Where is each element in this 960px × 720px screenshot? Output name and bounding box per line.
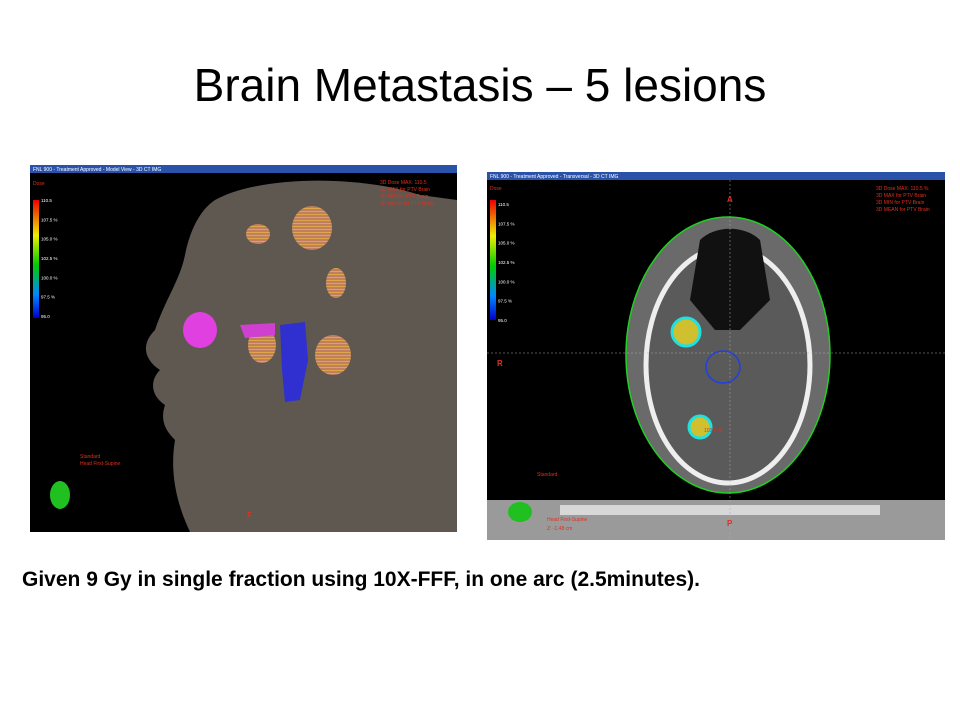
panel-header: FNL 900 - Treatment Approved - Transvers…	[490, 174, 618, 180]
note: Head First-Supine	[547, 517, 588, 523]
scale-label: 95.0	[498, 318, 507, 323]
note: Standard	[80, 454, 101, 460]
orientation-label: A	[727, 195, 733, 204]
orientation-label: F	[247, 511, 252, 520]
eye-structure	[183, 312, 217, 348]
stat-line: 3D MAX for PTV Brain	[380, 187, 430, 193]
scale-label: 100.0 %	[41, 275, 58, 280]
brainstem-contour	[705, 350, 741, 384]
orientation-figure	[50, 481, 70, 509]
lesion	[670, 316, 702, 348]
note: Head First-Supine	[80, 461, 121, 467]
stat-line: 3D Dose MAX: 110.5 %	[876, 186, 929, 192]
scale-label: 110.5	[41, 198, 52, 203]
stats: 3D Dose MAX: 110.53D MAX for PTV Brain3D…	[380, 180, 434, 207]
dose-label: Dose	[490, 186, 502, 192]
stat-line: 3D MEAN for PTV Brain	[380, 201, 434, 207]
scale-label: 102.5 %	[41, 256, 58, 261]
title-bar	[30, 165, 457, 173]
note: Z: -1.48 cm	[547, 526, 572, 532]
lesion	[292, 206, 332, 250]
orientation-label: R	[497, 359, 503, 368]
point-label: 103.0 %	[704, 428, 723, 434]
lesion	[326, 268, 346, 298]
scale-label: 107.5 %	[41, 217, 58, 222]
color-bar	[490, 200, 496, 320]
brainstem	[280, 322, 308, 402]
slide-title: Brain Metastasis – 5 lesions	[193, 59, 767, 111]
orientation-figure	[508, 502, 532, 522]
scale-label: 95.0	[41, 314, 50, 319]
panel-header: FNL 900 - Treatment Approved - Model Vie…	[33, 167, 161, 173]
organ-structure	[240, 323, 275, 338]
title-bar	[487, 172, 945, 180]
sinus	[690, 228, 770, 330]
scale-label: 107.5 %	[498, 221, 515, 226]
note: Standard	[537, 472, 558, 478]
scale-label: 105.0 %	[41, 237, 58, 242]
stats: 3D Dose MAX: 110.5 %3D MAX for PTV Brain…	[876, 186, 930, 213]
stat-line: 3D MIN for PTV Brain	[876, 200, 925, 206]
stat-line: 3D MIN for PTV Brain	[380, 194, 429, 200]
lesion	[687, 414, 713, 440]
lesion	[246, 224, 270, 244]
scale-label: 102.5 %	[498, 260, 515, 265]
scale-labels: 110.5 107.5 % 105.0 % 102.5 % 100.0 % 97.5 % 9…	[498, 202, 515, 323]
ct-table	[560, 505, 880, 515]
lesion	[315, 335, 351, 375]
scale-label: 110.5	[498, 202, 509, 207]
scale-label: 100.0 %	[498, 279, 515, 284]
scale-labels: 110.5 107.5 % 105.0 % 102.5 % 100.0 % 97.5 % 9…	[41, 198, 58, 319]
scale-label: 97.5 %	[41, 295, 55, 300]
color-bar	[33, 200, 39, 318]
dose-label: Dose	[33, 181, 45, 187]
orientation-label: P	[727, 519, 733, 528]
scale-label: 97.5 %	[498, 299, 512, 304]
stat-line: 3D Dose MAX: 110.5	[380, 180, 427, 186]
scale-label: 105.0 %	[498, 241, 515, 246]
stat-line: 3D MEAN for PTV Brain	[876, 207, 930, 213]
stat-line: 3D MAX for PTV Brain	[876, 193, 926, 199]
caption: Given 9 Gy in single fraction using 10X-…	[22, 568, 700, 591]
